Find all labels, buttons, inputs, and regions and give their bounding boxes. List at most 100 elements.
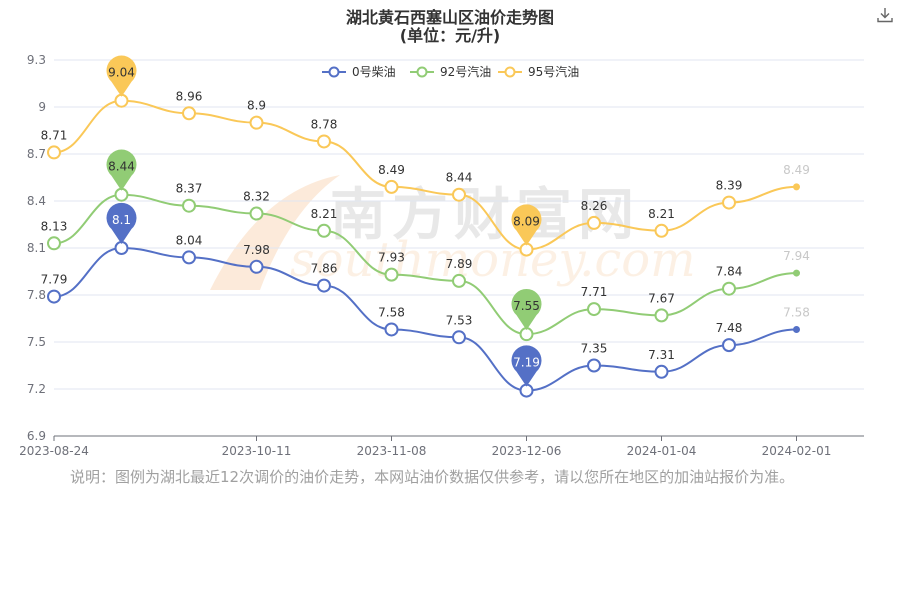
y-tick-label: 7.2 bbox=[27, 382, 46, 396]
data-label: 8.13 bbox=[41, 219, 68, 233]
data-point bbox=[587, 302, 601, 317]
x-tick-label: 2023-08-24 bbox=[19, 444, 89, 458]
data-point bbox=[317, 134, 331, 149]
pin-marker-label: 8.09 bbox=[513, 215, 540, 229]
download-icon[interactable] bbox=[876, 6, 894, 24]
data-label: 7.67 bbox=[648, 291, 675, 305]
data-label: 7.86 bbox=[311, 262, 338, 276]
pin-marker-label: 9.04 bbox=[108, 66, 135, 80]
chart-title: 湖北黄石西塞山区油价走势图 bbox=[345, 8, 554, 27]
chart-note: 说明：图例为湖北最近12次调价的油价走势，本网站油价数据仅供参考，请以您所在地区… bbox=[70, 468, 795, 486]
data-label: 8.04 bbox=[176, 233, 203, 247]
y-tick-label: 7.8 bbox=[27, 288, 46, 302]
data-point bbox=[654, 308, 669, 323]
legend-swatch-dot bbox=[416, 66, 428, 78]
max-min-pin-marker bbox=[511, 288, 542, 331]
series-line bbox=[53, 246, 797, 392]
data-label: 8.21 bbox=[311, 207, 338, 221]
series-line bbox=[53, 99, 797, 251]
data-point bbox=[452, 330, 466, 345]
data-point bbox=[384, 179, 399, 194]
data-label: 7.84 bbox=[716, 265, 743, 279]
data-point bbox=[452, 273, 466, 288]
max-min-pin-marker bbox=[511, 204, 542, 246]
legend-swatch-dot bbox=[504, 66, 516, 78]
x-tick-label: 2023-12-06 bbox=[492, 444, 562, 458]
data-point bbox=[587, 358, 601, 373]
data-point bbox=[317, 278, 331, 293]
max-min-pin-marker bbox=[106, 202, 137, 244]
legend-swatch-dot bbox=[328, 66, 340, 78]
max-min-pin-marker bbox=[106, 149, 137, 191]
data-point bbox=[654, 364, 669, 379]
data-label: 8.49 bbox=[378, 163, 405, 177]
data-label: 7.31 bbox=[648, 348, 675, 362]
data-label: 7.71 bbox=[581, 285, 608, 299]
data-label: 7.94 bbox=[783, 249, 810, 263]
data-point bbox=[249, 206, 264, 221]
data-label: 8.78 bbox=[311, 117, 338, 131]
legend-label: 0号柴油 bbox=[352, 65, 396, 79]
y-tick-label: 8.4 bbox=[27, 194, 46, 208]
y-tick-label: 7.5 bbox=[27, 335, 46, 349]
data-label: 8.32 bbox=[243, 190, 270, 204]
pin-marker-label: 8.44 bbox=[108, 160, 135, 174]
data-point bbox=[654, 223, 669, 238]
data-point bbox=[793, 183, 800, 191]
data-label: 7.48 bbox=[716, 321, 743, 335]
legend-label: 92号汽油 bbox=[440, 64, 491, 79]
y-tick-label: 9 bbox=[38, 100, 46, 114]
data-label: 8.37 bbox=[176, 182, 203, 196]
y-tick-label: 6.9 bbox=[27, 429, 46, 443]
max-min-pin-marker bbox=[511, 345, 542, 387]
data-point bbox=[384, 267, 399, 282]
data-point bbox=[249, 259, 264, 274]
data-point bbox=[47, 145, 61, 160]
chart-unit-subtitle: (单位：元/升) bbox=[399, 26, 501, 45]
data-point bbox=[47, 289, 61, 304]
series-line bbox=[53, 193, 797, 336]
data-label: 7.89 bbox=[446, 257, 473, 271]
max-min-pin-marker bbox=[106, 55, 137, 97]
data-point bbox=[182, 250, 196, 265]
data-point bbox=[587, 215, 601, 230]
x-tick-label: 2024-02-01 bbox=[762, 444, 832, 458]
data-label: 8.44 bbox=[446, 171, 473, 185]
data-point bbox=[452, 187, 466, 202]
data-point bbox=[722, 338, 736, 353]
data-label: 8.39 bbox=[716, 179, 743, 193]
y-tick-label: 8.1 bbox=[27, 241, 46, 255]
data-label: 7.93 bbox=[378, 251, 405, 265]
pin-marker-label: 7.55 bbox=[513, 299, 540, 313]
data-label: 8.9 bbox=[247, 99, 266, 113]
data-label: 7.58 bbox=[378, 305, 405, 319]
data-label: 8.21 bbox=[648, 207, 675, 221]
x-tick-label: 2023-11-08 bbox=[357, 444, 427, 458]
data-label: 7.58 bbox=[783, 305, 810, 319]
data-label: 7.79 bbox=[41, 273, 68, 287]
x-tick-label: 2024-01-04 bbox=[627, 444, 697, 458]
data-label: 7.53 bbox=[446, 313, 473, 327]
data-point bbox=[722, 281, 736, 296]
pin-marker-label: 8.1 bbox=[112, 213, 131, 227]
pin-marker-label: 7.19 bbox=[513, 356, 540, 370]
data-point bbox=[317, 223, 331, 238]
data-label: 7.35 bbox=[581, 342, 608, 356]
data-label: 8.49 bbox=[783, 163, 810, 177]
data-point bbox=[249, 115, 264, 130]
data-point bbox=[182, 106, 196, 121]
y-tick-label: 9.3 bbox=[27, 53, 46, 67]
data-point bbox=[722, 195, 736, 210]
x-tick-label: 2023-10-11 bbox=[222, 444, 292, 458]
data-point bbox=[384, 322, 399, 337]
data-point bbox=[47, 236, 61, 251]
data-point bbox=[793, 269, 800, 277]
data-label: 8.71 bbox=[41, 128, 68, 142]
data-label: 8.96 bbox=[176, 89, 203, 103]
legend-label: 95号汽油 bbox=[528, 64, 579, 79]
data-label: 8.26 bbox=[581, 199, 608, 213]
data-point bbox=[793, 325, 800, 333]
data-point bbox=[182, 198, 196, 213]
y-tick-label: 8.7 bbox=[27, 147, 46, 161]
